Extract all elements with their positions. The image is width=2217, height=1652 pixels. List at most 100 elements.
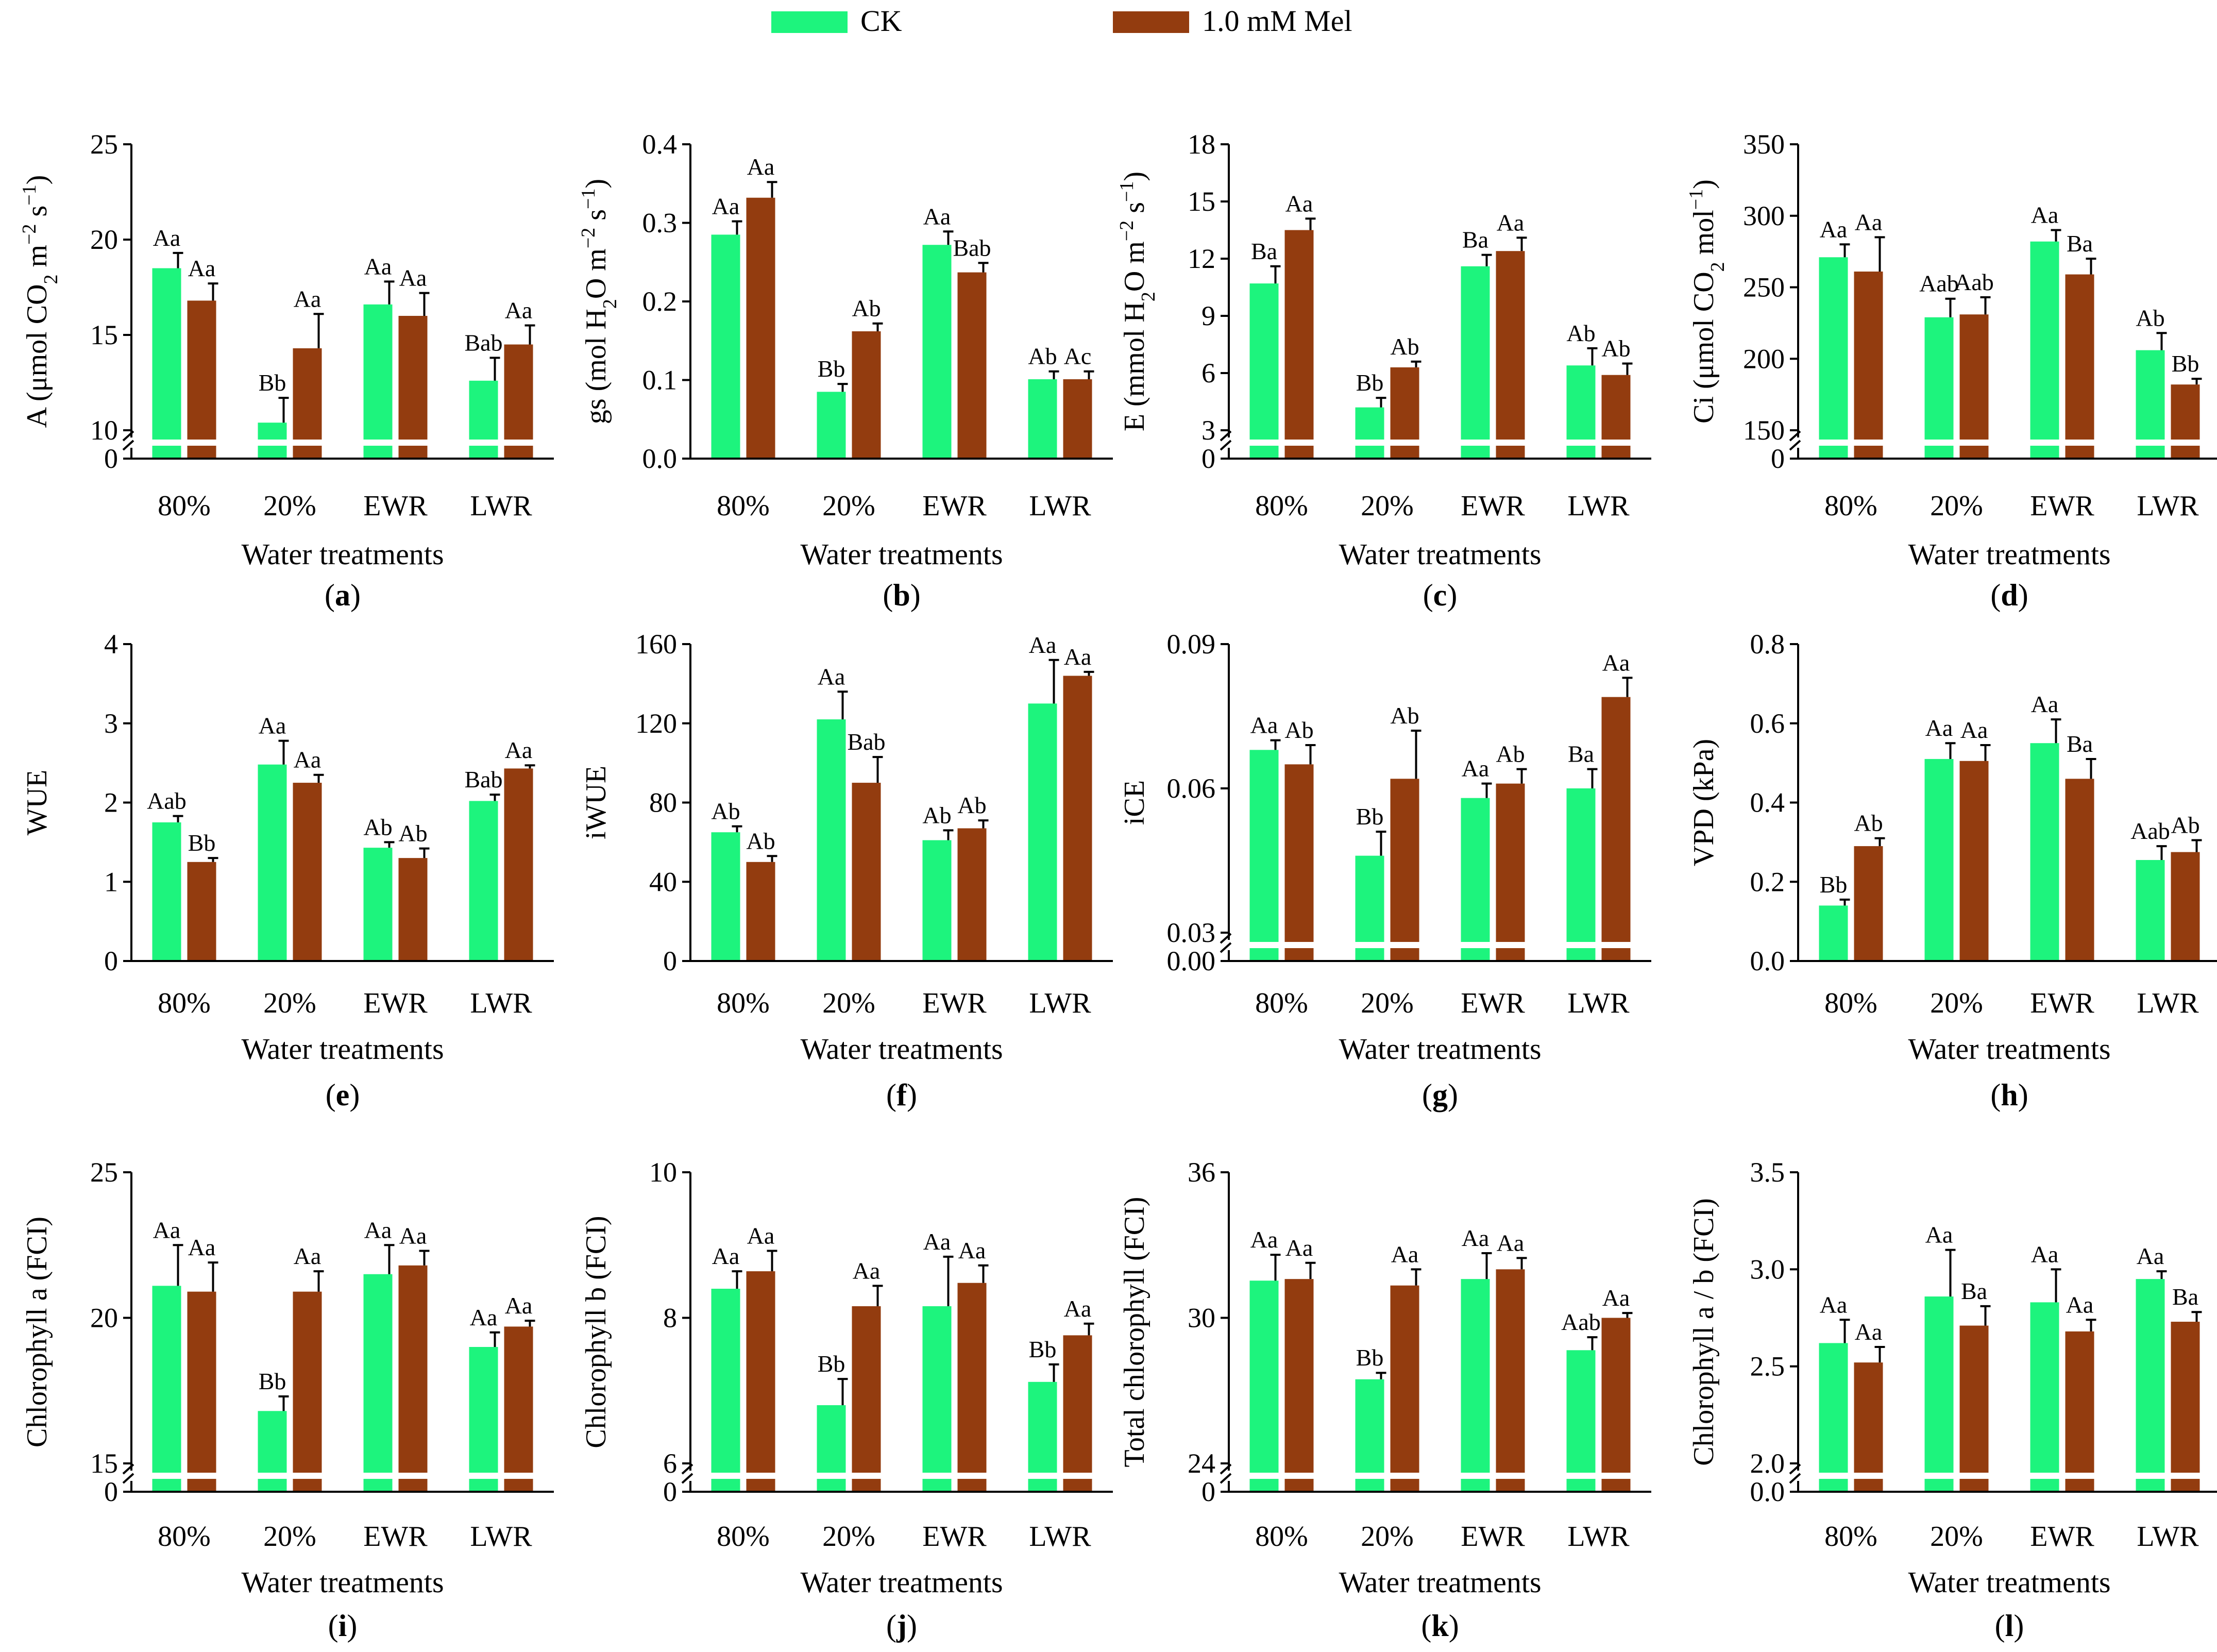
sig-label-f-ck-3: Aa [1029, 632, 1057, 658]
xtick-label-k-3: LWR [1567, 1521, 1630, 1553]
ytick-label-zero-d: 0 [1771, 443, 1785, 474]
xtick-label-h-2: EWR [2030, 987, 2094, 1019]
y-axis-title-part: 2 [1138, 292, 1159, 301]
panel-label-part: ) [907, 1078, 917, 1112]
bar-e-mel-2 [398, 858, 428, 961]
bar-j-ck-0 [711, 1289, 740, 1492]
sig-label-h-mel-2: Ba [2067, 731, 2093, 757]
panel-label-part: ( [1990, 578, 2001, 612]
bar-l-ck-3 [2136, 1279, 2165, 1492]
ytick-label-c-4: 6 [1201, 358, 1215, 389]
y-axis-title-part: m [21, 245, 53, 275]
xtick-label-g-0: 80% [1255, 987, 1308, 1019]
sig-label-i-ck-1: Bb [259, 1368, 286, 1394]
panel-label-part: ) [907, 1609, 917, 1643]
sig-label-j-ck-0: Aa [712, 1243, 740, 1269]
bar-h-mel-2 [2065, 779, 2094, 961]
panel-i: Aa Aa 80% Bb Aa 20% Aa Aa EWR Aa Aa LWR 25 20 150 Chlor… [21, 1157, 554, 1643]
panel-label-e: (e) [326, 1078, 360, 1112]
axis-break-mark-lower-k [1220, 1473, 1232, 1484]
bar-f-mel-0 [746, 862, 775, 961]
xtick-label-d-0: 80% [1824, 490, 1877, 522]
panel-label-part: e [336, 1078, 350, 1112]
panel-label-part: g [1432, 1078, 1448, 1112]
y-axis-title-part: −1 [1685, 189, 1707, 210]
legend-label-ck: CK [860, 4, 902, 38]
ytick-label-g-0: 0.09 [1167, 629, 1216, 660]
xtick-label-j-2: EWR [922, 1521, 987, 1553]
sig-label-c-mel-2: Aa [1497, 209, 1525, 235]
xtick-label-i-3: LWR [470, 1521, 532, 1553]
bar-d-ck-2 [2030, 241, 2059, 459]
sig-label-j-mel-2: Aa [958, 1237, 986, 1263]
sig-label-d-ck-0: Aa [1820, 216, 1848, 242]
y-axis-title-part: mol [1688, 210, 1720, 262]
y-axis-title-h: VPD (kPa) [1688, 739, 1720, 866]
ytick-label-zero-l: 0.0 [1750, 1476, 1785, 1507]
bar-e-ck-2 [363, 848, 393, 961]
panel-label-h: (h) [1990, 1078, 2028, 1112]
sig-label-a-mel-0: Aa [188, 255, 216, 281]
sig-label-b-mel-3: Ac [1064, 343, 1092, 369]
ytick-label-f-0: 160 [635, 629, 677, 660]
bar-l-mel-3 [2171, 1322, 2200, 1492]
sig-label-a-mel-3: Aa [505, 297, 533, 324]
xtick-label-h-0: 80% [1824, 987, 1877, 1019]
bar-b-mel-3 [1063, 379, 1092, 459]
y-axis-title-f: iWUE [580, 766, 612, 839]
y-axis-title-part: O m [580, 248, 612, 299]
axis-break-mark-upper-a [122, 430, 134, 442]
axis-break-band-c [1230, 440, 1651, 446]
ytick-label-c-5: 3 [1201, 415, 1215, 446]
panel-label-part: k [1431, 1609, 1449, 1643]
ytick-label-b-2: 0.2 [642, 286, 678, 317]
sig-label-f-ck-2: Ab [922, 802, 951, 828]
xtick-label-h-3: LWR [2137, 987, 2199, 1019]
bar-h-mel-1 [1959, 761, 1989, 961]
panel-label-part: f [896, 1078, 907, 1112]
bar-c-ck-0 [1249, 283, 1279, 459]
xtick-label-h-1: 20% [1930, 987, 1983, 1019]
panel-label-part: ) [2018, 578, 2028, 612]
bar-j-mel-1 [852, 1306, 881, 1492]
bar-c-ck-1 [1355, 407, 1384, 459]
bar-e-mel-1 [293, 783, 322, 961]
y-axis-title-g: iCE [1119, 780, 1150, 825]
sig-label-i-ck-2: Aa [364, 1217, 392, 1243]
y-axis-title-part: ) [21, 175, 53, 185]
ytick-label-b-4: 0.0 [642, 443, 678, 474]
sig-label-k-mel-3: Aa [1602, 1285, 1630, 1311]
sig-label-l-mel-3: Ba [2172, 1284, 2198, 1310]
x-axis-title-f: Water treatments [800, 1032, 1003, 1066]
ytick-label-c-0: 18 [1188, 129, 1215, 160]
xtick-label-f-2: EWR [922, 987, 987, 1019]
x-axis-title-d: Water treatments [1908, 537, 2110, 571]
y-axis-title-part: 2 [40, 274, 62, 284]
panel-label-part: a [335, 578, 350, 612]
sig-label-j-ck-2: Aa [923, 1228, 951, 1255]
sig-label-i-mel-1: Aa [294, 1243, 321, 1269]
sig-label-g-ck-3: Ba [1568, 741, 1594, 767]
ytick-label-zero-j: 0 [663, 1476, 677, 1507]
panel-label-g: (g) [1422, 1078, 1458, 1112]
ytick-label-k-1: 30 [1188, 1303, 1215, 1334]
ytick-label-zero-a: 0 [104, 443, 118, 474]
panel-label-part: ( [326, 1078, 336, 1112]
y-axis-title-e: WUE [21, 770, 53, 836]
sig-label-g-ck-2: Aa [1462, 755, 1490, 782]
bar-l-mel-1 [1959, 1325, 1989, 1492]
xtick-label-l-0: 80% [1824, 1521, 1877, 1553]
sig-label-c-mel-0: Aa [1285, 190, 1313, 216]
legend-label-mel: 1.0 mM Mel [1202, 4, 1352, 38]
panel-label-part: ( [1423, 578, 1433, 612]
ytick-label-e-2: 2 [104, 787, 118, 818]
bar-a-ck-0 [152, 268, 181, 459]
panel-label-c: (c) [1423, 578, 1458, 612]
ytick-label-h-0: 0.8 [1750, 629, 1785, 660]
xtick-label-g-3: LWR [1567, 987, 1630, 1019]
panel-label-i: (i) [328, 1609, 358, 1643]
axis-break-mark-lower-g [1220, 942, 1232, 953]
sig-label-d-ck-2: Aa [2031, 202, 2059, 228]
